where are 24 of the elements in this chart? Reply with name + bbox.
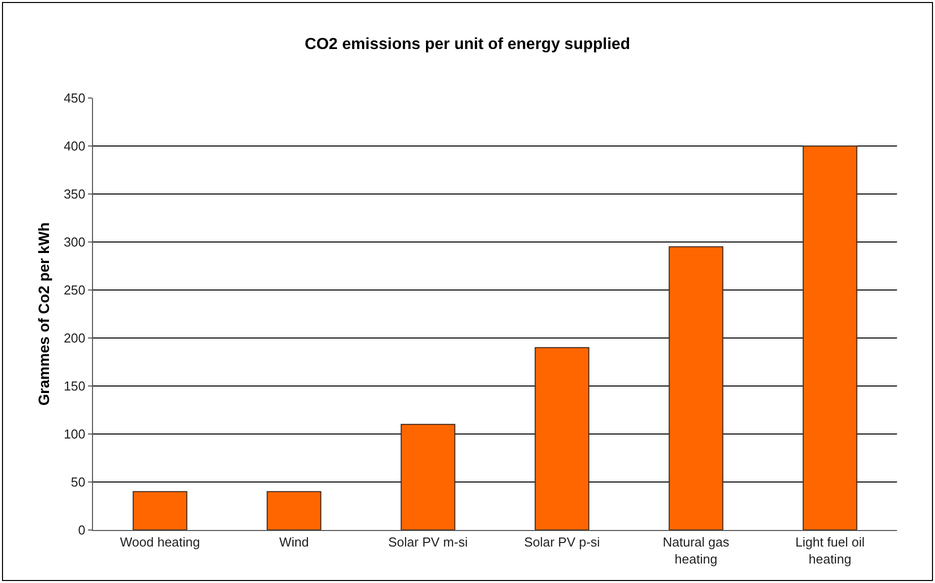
y-tick-label: 350 <box>64 186 86 202</box>
x-tick-label: Natural gas heating <box>662 534 730 566</box>
bar <box>534 347 590 530</box>
chart-title: CO2 emissions per unit of energy supplied <box>304 36 630 53</box>
bar <box>266 491 322 530</box>
x-tick-label: Solar PV p-si <box>524 534 600 550</box>
y-axis-title: Grammes of Co2 per kWh <box>36 222 53 406</box>
y-tick-label: 450 <box>64 90 86 106</box>
x-tick-label: Wood heating <box>120 534 200 550</box>
y-tick-label: 100 <box>64 426 86 442</box>
bar <box>400 424 456 530</box>
y-tick-label: 0 <box>78 522 86 538</box>
y-tick-label: 300 <box>64 234 86 250</box>
y-tick-label: 50 <box>70 474 86 490</box>
y-tick-label: 400 <box>64 138 86 154</box>
x-tick-label: Wind <box>279 534 309 550</box>
bar <box>802 146 858 530</box>
y-tick-label: 150 <box>64 378 86 394</box>
x-tick-label: Solar PV m-si <box>388 534 468 550</box>
x-tick-label: Light fuel oil heating <box>795 534 865 566</box>
y-tick-label: 250 <box>64 282 86 298</box>
bar <box>668 246 724 530</box>
bar <box>132 491 188 530</box>
y-tick-label: 200 <box>64 330 86 346</box>
